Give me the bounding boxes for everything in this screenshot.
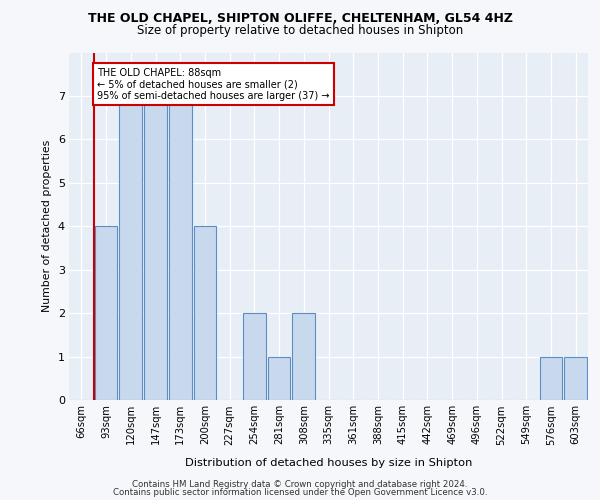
Bar bbox=[95, 226, 118, 400]
Bar bbox=[564, 356, 587, 400]
Bar bbox=[268, 356, 290, 400]
Bar bbox=[169, 96, 191, 400]
Text: Contains public sector information licensed under the Open Government Licence v3: Contains public sector information licen… bbox=[113, 488, 487, 497]
Bar bbox=[243, 313, 266, 400]
Bar bbox=[539, 356, 562, 400]
Text: THE OLD CHAPEL: 88sqm
← 5% of detached houses are smaller (2)
95% of semi-detach: THE OLD CHAPEL: 88sqm ← 5% of detached h… bbox=[97, 68, 330, 101]
Bar bbox=[292, 313, 315, 400]
Bar bbox=[194, 226, 216, 400]
Y-axis label: Number of detached properties: Number of detached properties bbox=[42, 140, 52, 312]
Text: Size of property relative to detached houses in Shipton: Size of property relative to detached ho… bbox=[137, 24, 463, 37]
Bar bbox=[144, 96, 167, 400]
Text: THE OLD CHAPEL, SHIPTON OLIFFE, CHELTENHAM, GL54 4HZ: THE OLD CHAPEL, SHIPTON OLIFFE, CHELTENH… bbox=[88, 12, 512, 26]
X-axis label: Distribution of detached houses by size in Shipton: Distribution of detached houses by size … bbox=[185, 458, 472, 468]
Text: Contains HM Land Registry data © Crown copyright and database right 2024.: Contains HM Land Registry data © Crown c… bbox=[132, 480, 468, 489]
Bar bbox=[119, 96, 142, 400]
